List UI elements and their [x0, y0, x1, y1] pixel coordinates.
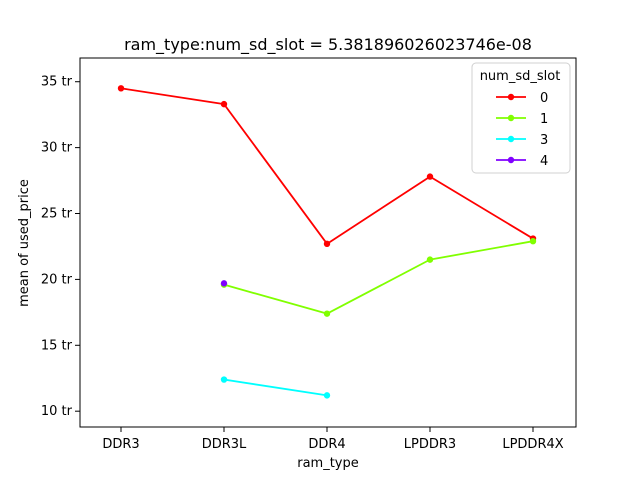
x-tick-label-ddr4: DDR4 — [308, 437, 345, 452]
series-3 — [220, 376, 331, 399]
x-axis-ticks: DDR3 DDR3L DDR4 LPDDR3 LPDDR4X — [102, 427, 564, 452]
series-1-point-lpddr4x — [529, 237, 537, 245]
chart-title: ram_type:num_sd_slot = 5.381896026023746… — [124, 35, 532, 55]
series-1-line-1 — [223, 240, 534, 315]
legend-marker-1 — [507, 114, 515, 122]
legend-items: 0 1 3 4 — [496, 91, 548, 169]
legend-item-0: 0 — [496, 91, 548, 106]
series-layer — [117, 85, 537, 399]
legend-marker-3 — [507, 135, 515, 143]
legend: num_sd_slot 0 1 3 4 — [471, 62, 571, 174]
plot-area — [79, 57, 577, 428]
legend-marker-0 — [507, 93, 515, 101]
legend-label-0: 0 — [540, 91, 548, 106]
y-tick-label-25: 25 tr — [41, 207, 73, 222]
series-3-point-ddr3l — [220, 376, 228, 383]
y-tick-label-35: 35 tr — [41, 75, 73, 90]
series-1-point-lpddr3 — [426, 256, 434, 263]
series-0-point-ddr3l — [220, 100, 228, 108]
legend-title: num_sd_slot — [480, 69, 561, 84]
legend-label-4: 4 — [540, 154, 548, 169]
series-3-point-ddr4 — [323, 392, 331, 399]
legend-item-3: 3 — [496, 133, 548, 148]
x-axis-title: ram_type — [297, 456, 359, 471]
series-3-line-1 — [223, 378, 328, 397]
y-tick-label-30: 30 tr — [41, 141, 73, 156]
series-4 — [220, 280, 228, 287]
y-tick-label-15: 15 tr — [41, 338, 73, 353]
series-0-point-ddr3 — [117, 85, 125, 92]
x-tick-label-lpddr4x: LPDDR4X — [502, 437, 563, 452]
legend-label-1: 1 — [540, 112, 548, 127]
legend-label-3: 3 — [540, 133, 548, 148]
y-axis-title: mean of used_price — [17, 179, 32, 307]
legend-item-4: 4 — [496, 154, 548, 169]
legend-item-1: 1 — [496, 112, 548, 127]
y-tick-label-20: 20 tr — [41, 272, 73, 287]
x-tick-label-ddr3l: DDR3L — [202, 437, 247, 452]
plot-frame — [79, 57, 577, 428]
series-1-point-ddr4 — [323, 310, 331, 317]
series-4-point-ddr3l — [220, 280, 228, 287]
series-0-point-ddr4 — [323, 240, 331, 248]
x-tick-label-lpddr3: LPDDR3 — [404, 437, 456, 452]
y-axis-ticks: 10 tr 15 tr 20 tr 25 tr 30 tr 35 tr — [41, 75, 80, 419]
x-tick-label-ddr3: DDR3 — [102, 437, 139, 452]
y-tick-label-10: 10 tr — [41, 404, 73, 419]
legend-marker-4 — [507, 156, 515, 164]
series-0-point-lpddr3 — [426, 173, 434, 180]
